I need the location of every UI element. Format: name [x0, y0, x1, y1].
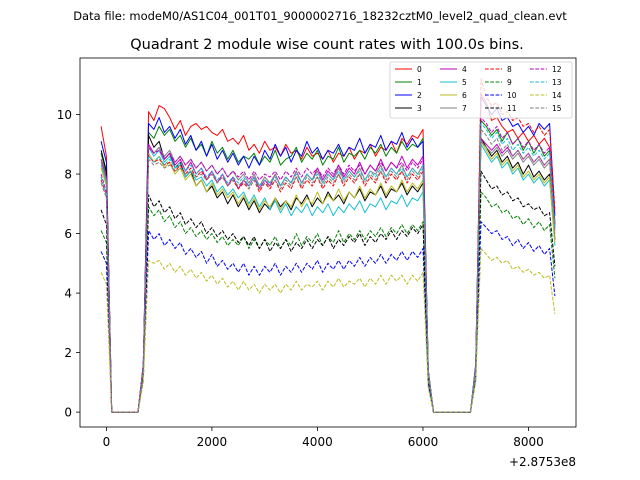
y-tick-label: 0 [64, 406, 72, 420]
legend-label-9: 9 [507, 78, 512, 87]
figure-suptitle: Data file: modeM0/AS1C04_001T01_90000027… [73, 9, 567, 23]
y-tick-label: 10 [57, 108, 72, 122]
x-tick-label: 0 [103, 435, 111, 449]
y-tick-label: 6 [64, 227, 72, 241]
plot-lines [100, 78, 556, 413]
plot-frame [79, 57, 577, 428]
y-tick-label: 4 [64, 287, 72, 301]
series-line-13 [100, 123, 556, 413]
y-axis: 0 2 4 6 8 10 [57, 108, 80, 420]
x-tick-label: 6000 [408, 435, 439, 449]
series-line-15 [100, 128, 556, 413]
legend-label-13: 13 [552, 78, 562, 87]
series-line-14 [100, 248, 556, 413]
y-tick-label: 2 [64, 346, 72, 360]
y-tick-label: 8 [64, 168, 72, 182]
legend-frame [389, 61, 573, 119]
series-line-11 [100, 170, 556, 413]
series-line-1 [100, 120, 556, 413]
series-line-4 [100, 137, 556, 413]
legend-label-3: 3 [417, 104, 422, 113]
legend-label-10: 10 [507, 91, 517, 100]
series-line-6 [100, 140, 556, 413]
legend-label-1: 1 [417, 78, 422, 87]
x-offset-label: +2.8753e8 [509, 455, 576, 469]
x-tick-label: 8000 [513, 435, 544, 449]
legend-label-15: 15 [552, 104, 562, 113]
legend-label-7: 7 [462, 104, 467, 113]
x-tick-label: 4000 [302, 435, 333, 449]
legend-label-2: 2 [417, 91, 422, 100]
legend-label-8: 8 [507, 65, 512, 74]
legend-label-0: 0 [417, 65, 422, 74]
legend-label-4: 4 [462, 65, 467, 74]
legend-label-14: 14 [552, 91, 562, 100]
x-axis: 0 2000 4000 6000 8000 [103, 427, 544, 449]
chart-title: Quadrant 2 module wise count rates with … [130, 37, 524, 53]
x-tick-label: 2000 [197, 435, 228, 449]
series-line-12 [100, 117, 556, 413]
legend-label-11: 11 [507, 104, 517, 113]
series-line-10 [100, 221, 556, 413]
legend-label-6: 6 [462, 91, 467, 100]
legend-label-5: 5 [462, 78, 467, 87]
legend-label-12: 12 [552, 65, 562, 74]
